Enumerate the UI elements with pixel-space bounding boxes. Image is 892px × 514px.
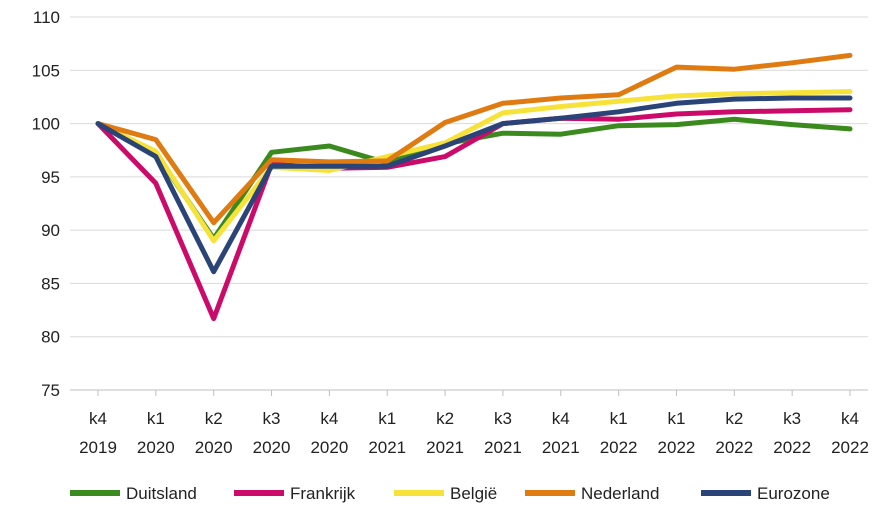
x-axis: [70, 389, 868, 396]
x-tick-label-quarter: k1: [610, 409, 628, 428]
legend: Duitsland Frankrijk België Nederland Eurozon…: [70, 484, 830, 503]
x-tick-label-year: 2021: [426, 438, 464, 457]
y-tick-label: 95: [41, 168, 60, 187]
series-line-nederland: [95, 52, 853, 226]
x-tick-label-quarter: k1: [378, 409, 396, 428]
y-axis-tick-labels: 75 80 85 90 95 100 105 110: [32, 8, 60, 400]
x-tick-label-year: 2020: [137, 438, 175, 457]
x-tick-label-year: 2021: [542, 438, 580, 457]
series-line-belgië: [95, 89, 853, 244]
x-tick-label-quarter: k4: [89, 409, 107, 428]
x-tick-label-year: 2022: [658, 438, 696, 457]
x-tick-label-quarter: k3: [263, 409, 281, 428]
y-tick-label: 105: [32, 61, 60, 80]
y-tick-label: 80: [41, 328, 60, 347]
x-tick-label-quarter: k2: [205, 409, 223, 428]
series-lines: [95, 52, 853, 322]
x-tick-label-year: 2022: [600, 438, 638, 457]
y-tick-label: 100: [32, 115, 60, 134]
legend-label: België: [450, 484, 497, 503]
series-line-frankrijk: [95, 107, 853, 322]
x-tick-label-quarter: k4: [320, 409, 338, 428]
gridlines: [70, 16, 868, 338]
x-tick-label-year: 2021: [484, 438, 522, 457]
x-tick-label-quarter: k1: [667, 409, 685, 428]
x-axis-tick-labels: k4 2019 k1 2020 k2 2020 k3 2020 k4 2020 k1 2021 k2 20…: [79, 409, 869, 457]
legend-label: Nederland: [581, 484, 659, 503]
x-tick-label-quarter: k2: [725, 409, 743, 428]
x-tick-label-quarter: k4: [552, 409, 570, 428]
x-tick-label-quarter: k1: [147, 409, 165, 428]
legend-label: Frankrijk: [290, 484, 356, 503]
x-tick-label-quarter: k3: [494, 409, 512, 428]
x-tick-label-year: 2022: [715, 438, 753, 457]
x-tick-label-quarter: k2: [436, 409, 454, 428]
legend-label: Duitsland: [126, 484, 197, 503]
x-tick-label-year: 2020: [310, 438, 348, 457]
x-tick-label-year: 2022: [773, 438, 811, 457]
x-tick-label-year: 2020: [253, 438, 291, 457]
x-tick-label-year: 2020: [195, 438, 233, 457]
series-line-eurozone: [95, 95, 853, 275]
y-tick-label: 110: [33, 8, 60, 27]
y-tick-label: 75: [41, 381, 60, 400]
y-tick-label: 90: [41, 221, 60, 240]
y-tick-label: 85: [41, 274, 60, 293]
x-tick-label-quarter: k4: [841, 409, 859, 428]
legend-label: Eurozone: [757, 484, 830, 503]
x-tick-label-year: 2022: [831, 438, 869, 457]
x-tick-label-year: 2021: [368, 438, 406, 457]
x-tick-label-year: 2019: [79, 438, 117, 457]
x-tick-label-quarter: k3: [783, 409, 801, 428]
